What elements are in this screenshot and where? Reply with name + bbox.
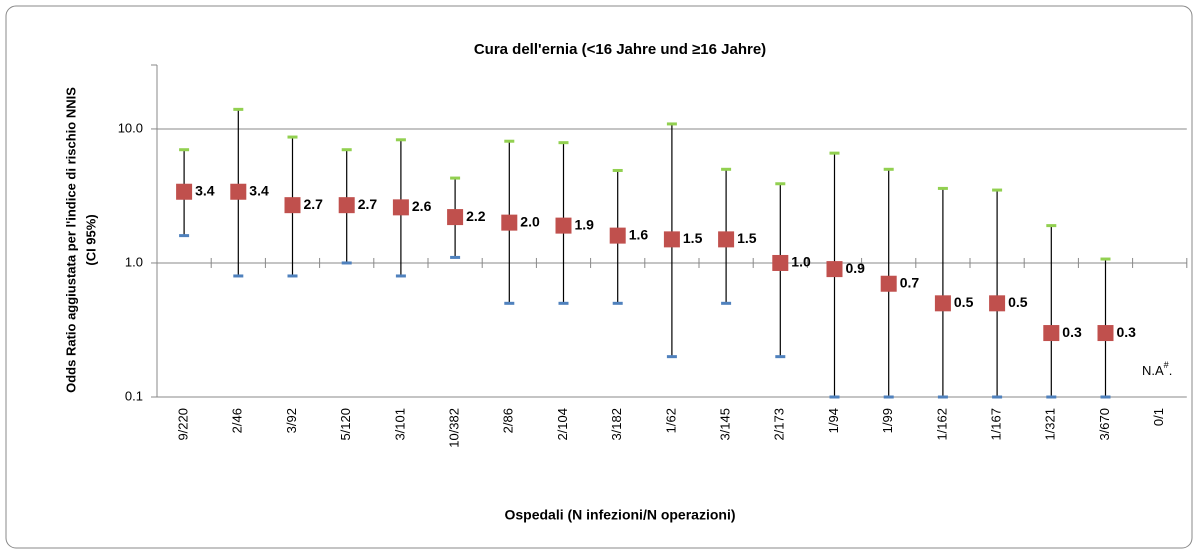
point bbox=[772, 254, 789, 271]
x-tick-label: 3/92 bbox=[284, 408, 299, 433]
point bbox=[934, 295, 951, 312]
value-label: 0.3 bbox=[1062, 324, 1082, 340]
annotation-text: N.A bbox=[1142, 363, 1164, 378]
x-tick-label: 3/145 bbox=[718, 408, 733, 441]
value-label: 0.5 bbox=[1008, 294, 1028, 310]
y-tick-label: 0.1 bbox=[125, 388, 143, 403]
point bbox=[392, 199, 409, 216]
x-tick-label: 9/220 bbox=[176, 408, 191, 441]
x-tick-label: 2/173 bbox=[772, 408, 787, 441]
x-tick-label: 3/101 bbox=[392, 408, 407, 441]
value-label: 1.6 bbox=[629, 226, 649, 242]
x-tick-label: 1/62 bbox=[663, 408, 678, 433]
x-tick-label: 2/46 bbox=[230, 408, 245, 433]
value-label: 0.5 bbox=[954, 294, 974, 310]
point bbox=[230, 183, 247, 200]
chart-title: Cura dell'ernia (<16 Jahre und ≥16 Jahre… bbox=[474, 41, 766, 58]
value-label: 2.0 bbox=[520, 213, 540, 229]
value-label: 1.0 bbox=[791, 254, 811, 270]
y-axis-title: Odds Ratio aggiustata per l'indice di ri… bbox=[63, 87, 78, 393]
point bbox=[338, 197, 355, 214]
x-tick-label: 5/120 bbox=[338, 408, 353, 441]
x-tick-label: 2/104 bbox=[555, 408, 570, 441]
x-tick-label: 1/94 bbox=[826, 408, 841, 433]
point bbox=[501, 214, 518, 231]
value-label: 2.7 bbox=[304, 196, 324, 212]
value-label: 0.7 bbox=[900, 274, 920, 290]
x-tick-label: 3/670 bbox=[1097, 408, 1112, 441]
value-label: 3.4 bbox=[195, 182, 215, 198]
point bbox=[447, 209, 464, 226]
y-tick-label: 1.0 bbox=[125, 254, 143, 269]
point bbox=[826, 261, 843, 278]
point bbox=[989, 295, 1006, 312]
point bbox=[663, 231, 680, 248]
value-label: 3.4 bbox=[249, 182, 269, 198]
value-label: 1.5 bbox=[683, 230, 703, 246]
value-label: 2.2 bbox=[466, 208, 486, 224]
x-tick-label: 10/382 bbox=[447, 408, 462, 448]
x-tick-label: 1/162 bbox=[934, 408, 949, 441]
x-tick-label: 2/86 bbox=[501, 408, 516, 433]
point bbox=[718, 231, 735, 248]
point bbox=[1043, 325, 1060, 342]
x-tick-label: 1/99 bbox=[880, 408, 895, 433]
point bbox=[1097, 325, 1114, 342]
point bbox=[284, 197, 301, 214]
y-tick-label: 10.0 bbox=[118, 120, 143, 135]
chart-border bbox=[5, 5, 1193, 549]
x-tick-label: 3/182 bbox=[609, 408, 624, 441]
annotation-sup: # bbox=[1164, 360, 1169, 370]
x-tick-label: 1/321 bbox=[1043, 408, 1058, 441]
value-label: 0.9 bbox=[846, 260, 866, 276]
point bbox=[880, 275, 897, 292]
annotation-suffix: . bbox=[1169, 363, 1173, 378]
x-tick-label: 1/167 bbox=[989, 408, 1004, 441]
point bbox=[176, 183, 193, 200]
x-tick-label: 0/1 bbox=[1151, 408, 1166, 426]
point bbox=[609, 227, 626, 244]
annotation: N.A#. bbox=[1142, 360, 1172, 378]
y-axis-title: (CI 95%) bbox=[83, 214, 98, 265]
point bbox=[555, 217, 572, 234]
value-label: 2.6 bbox=[412, 198, 432, 214]
value-label: 2.7 bbox=[358, 196, 378, 212]
value-label: 1.9 bbox=[575, 216, 595, 232]
x-axis-title: Ospedali (N infezioni/N operazioni) bbox=[504, 507, 735, 523]
value-label: 0.3 bbox=[1117, 324, 1137, 340]
value-label: 1.5 bbox=[737, 230, 757, 246]
